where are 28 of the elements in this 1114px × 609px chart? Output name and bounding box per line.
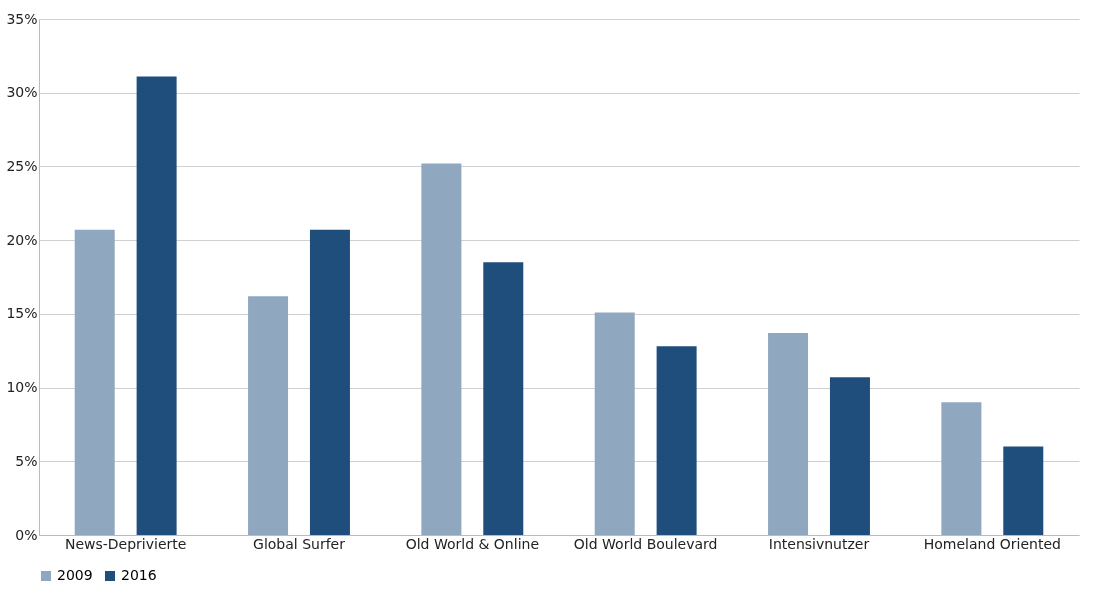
bar xyxy=(768,333,809,535)
y-tick-label: 20% xyxy=(6,231,38,248)
bar xyxy=(309,229,350,535)
bar xyxy=(136,76,177,535)
x-tick-label: Global Surfer xyxy=(253,535,346,552)
bar xyxy=(941,402,982,535)
y-tick-label: 10% xyxy=(6,379,38,396)
bar xyxy=(248,296,289,535)
bar xyxy=(1003,446,1044,535)
bar xyxy=(483,262,524,535)
y-tick-label: 15% xyxy=(6,305,38,322)
y-tick-label: 0% xyxy=(15,526,38,543)
y-tick-label: 25% xyxy=(6,157,38,174)
x-tick-label: Homeland Oriented xyxy=(923,535,1061,552)
y-tick-label: 35% xyxy=(6,10,38,27)
x-tick-label: News-Deprivierte xyxy=(64,535,187,552)
bar xyxy=(74,229,115,535)
legend-label: 2016 xyxy=(121,567,157,583)
y-tick-label: 30% xyxy=(6,84,38,101)
y-tick-label: 5% xyxy=(15,452,38,469)
legend-label: 2009 xyxy=(57,567,93,583)
bar xyxy=(829,377,870,535)
bar xyxy=(594,312,635,535)
x-tick-label: Old World Boulevard xyxy=(573,535,718,552)
x-tick-label: Intensivnutzer xyxy=(768,535,870,552)
bar xyxy=(421,163,462,535)
x-tick-label: Old World & Online xyxy=(405,535,540,552)
bar xyxy=(656,346,697,535)
